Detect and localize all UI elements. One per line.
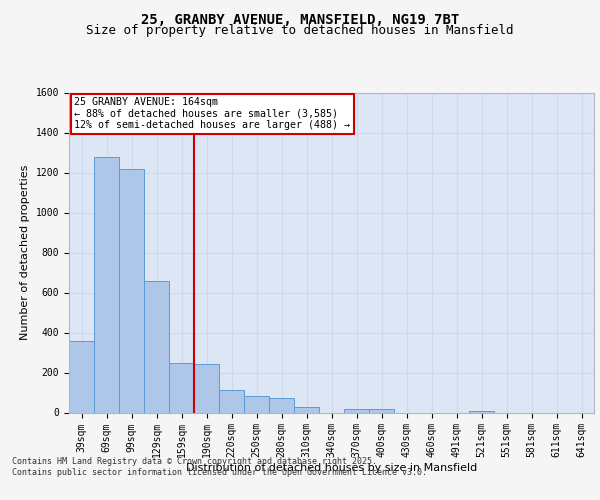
Bar <box>369 408 394 412</box>
Bar <box>219 390 244 412</box>
Bar <box>269 398 294 412</box>
Text: Contains HM Land Registry data © Crown copyright and database right 2025.
Contai: Contains HM Land Registry data © Crown c… <box>12 458 427 477</box>
Bar <box>144 280 169 412</box>
Text: 25 GRANBY AVENUE: 164sqm
← 88% of detached houses are smaller (3,585)
12% of sem: 25 GRANBY AVENUE: 164sqm ← 88% of detach… <box>74 98 350 130</box>
Bar <box>244 396 269 412</box>
Text: Size of property relative to detached houses in Mansfield: Size of property relative to detached ho… <box>86 24 514 37</box>
Bar <box>194 364 219 412</box>
Y-axis label: Number of detached properties: Number of detached properties <box>20 165 30 340</box>
Bar <box>94 156 119 412</box>
X-axis label: Distribution of detached houses by size in Mansfield: Distribution of detached houses by size … <box>186 463 477 473</box>
Bar <box>344 408 369 412</box>
Bar <box>69 340 94 412</box>
Bar <box>469 410 494 412</box>
Bar <box>294 406 319 412</box>
Text: 25, GRANBY AVENUE, MANSFIELD, NG19 7BT: 25, GRANBY AVENUE, MANSFIELD, NG19 7BT <box>141 12 459 26</box>
Bar <box>119 168 144 412</box>
Bar <box>169 362 194 412</box>
